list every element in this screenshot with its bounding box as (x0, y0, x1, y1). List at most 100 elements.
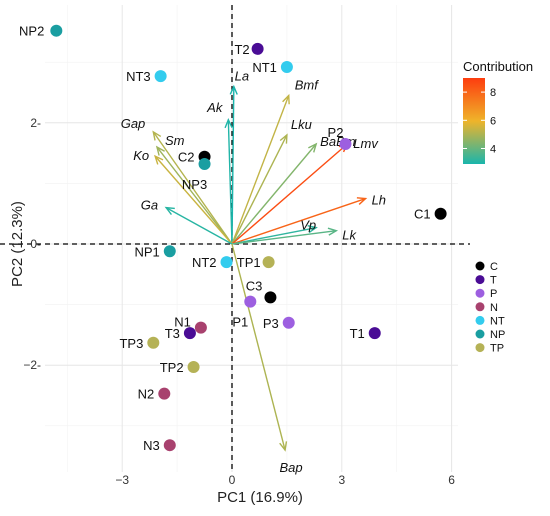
variable-label-bmf: Bmf (295, 78, 320, 93)
arrowhead-lh (356, 197, 368, 205)
colorbar-title: Contribution (463, 59, 533, 74)
arrow-ak (227, 119, 233, 245)
arrow-bap (231, 243, 286, 451)
arrow-bmf (231, 95, 290, 245)
y-tick-label: 2- (30, 116, 41, 130)
arrowhead-ga (164, 206, 175, 215)
point-label-c1: C1 (414, 207, 431, 222)
point-label-t1: T1 (350, 326, 365, 341)
variable-label-lmv: Lmv (353, 136, 379, 151)
arrow-babm (231, 143, 317, 245)
arrowhead-ak (224, 118, 233, 129)
arrow-lku (231, 134, 288, 245)
variable-label-lh: Lh (372, 193, 386, 208)
colorbar-tick-label: 8 (490, 87, 496, 99)
point-label-tp3: TP3 (119, 336, 143, 351)
variable-label-lku: Lku (291, 117, 312, 132)
point-tp3 (147, 336, 160, 349)
point-np1 (163, 245, 176, 258)
legend-swatch-p (475, 288, 485, 298)
variable-label-gap: Gap (121, 116, 146, 131)
legend-label-t: T (490, 275, 497, 287)
variable-label-sm: Sm (165, 133, 185, 148)
legend-label-c: C (490, 261, 498, 273)
point-label-n2: N2 (138, 387, 155, 402)
point-label-tp2: TP2 (160, 360, 184, 375)
arrowhead-bap (279, 441, 288, 452)
legend-label-nt: NT (490, 315, 505, 327)
x-tick-label: 3 (338, 473, 345, 487)
arrow-la (231, 86, 235, 245)
point-n3 (163, 439, 176, 452)
x-axis-title: PC1 (16.9%) (217, 489, 303, 506)
point-label-t3: T3 (165, 326, 180, 341)
legend-swatch-np (475, 329, 485, 339)
axis-ticks: −3 0 3 6 −2- 0- 2- (23, 116, 455, 487)
legend-swatch-n (475, 302, 485, 312)
legend-label-tp: TP (490, 343, 504, 355)
point-label-nt1: NT1 (252, 60, 277, 75)
point-t3 (183, 327, 196, 340)
point-label-c2: C2 (178, 150, 195, 165)
point-t2 (251, 42, 264, 55)
point-label-np3: NP3 (182, 177, 207, 192)
point-label-t2: T2 (234, 42, 249, 57)
point-p3 (282, 316, 295, 329)
arrow-vp (231, 226, 317, 245)
point-label-np1: NP1 (134, 244, 159, 259)
colorbar-tick-label: 4 (490, 143, 496, 155)
variable-label-bap: Bap (279, 460, 302, 475)
x-tick-label: 6 (448, 473, 455, 487)
legend-swatch-t (475, 275, 485, 285)
arrowhead-bmf (282, 93, 290, 105)
x-tick-label: 0 (229, 473, 236, 487)
legend-label-n: N (490, 302, 498, 314)
legend-label-np: NP (490, 329, 505, 341)
point-nt3 (154, 70, 167, 83)
y-tick-label: −2- (23, 358, 41, 372)
legend-swatch-tp (475, 343, 485, 353)
variable-label-ko: Ko (133, 148, 149, 163)
point-np2 (50, 24, 63, 37)
y-tick-label: 0- (30, 237, 41, 251)
x-tick-label: −3 (115, 473, 129, 487)
point-label-c3: C3 (246, 278, 263, 293)
legend-swatch-c (475, 261, 485, 271)
point-n1 (194, 321, 207, 334)
point-label-p1: P1 (232, 315, 248, 330)
arrowhead-vp (307, 225, 318, 234)
variable-label-ak: Ak (206, 100, 224, 115)
arrowhead-lk (327, 227, 339, 236)
arrowhead-lku (279, 133, 288, 144)
point-label-nt2: NT2 (192, 255, 217, 270)
point-label-p2: P2 (328, 125, 344, 140)
arrowhead-gap (152, 130, 162, 141)
point-nt1 (280, 61, 293, 74)
point-label-n1: N1 (174, 315, 191, 330)
variable-label-vp: Vp (300, 218, 316, 233)
point-label-tp1: TP1 (237, 255, 261, 270)
colorbar-tick-label: 6 (490, 115, 496, 127)
legend-swatch-nt (475, 315, 485, 325)
point-p2 (339, 138, 352, 151)
arrowhead-ko (153, 154, 164, 165)
arrowhead-sm (155, 145, 165, 156)
y-axis-title: PC2 (12.3%) (9, 201, 26, 287)
arrow-lh (231, 197, 366, 245)
legend-label-p: P (490, 288, 497, 300)
contribution-colorbar: Contribution 4 6 8 (463, 59, 533, 164)
arrow-gap (152, 131, 233, 245)
arrow-sm (156, 146, 233, 245)
point-label-nt3: NT3 (126, 69, 151, 84)
point-np3 (198, 158, 211, 171)
point-c1 (434, 207, 447, 220)
point-tp1 (262, 256, 275, 269)
variable-label-la: La (235, 68, 249, 83)
variable-label-ga: Ga (141, 198, 158, 213)
arrow-lk (231, 229, 337, 245)
colorbar-gradient (463, 78, 485, 164)
